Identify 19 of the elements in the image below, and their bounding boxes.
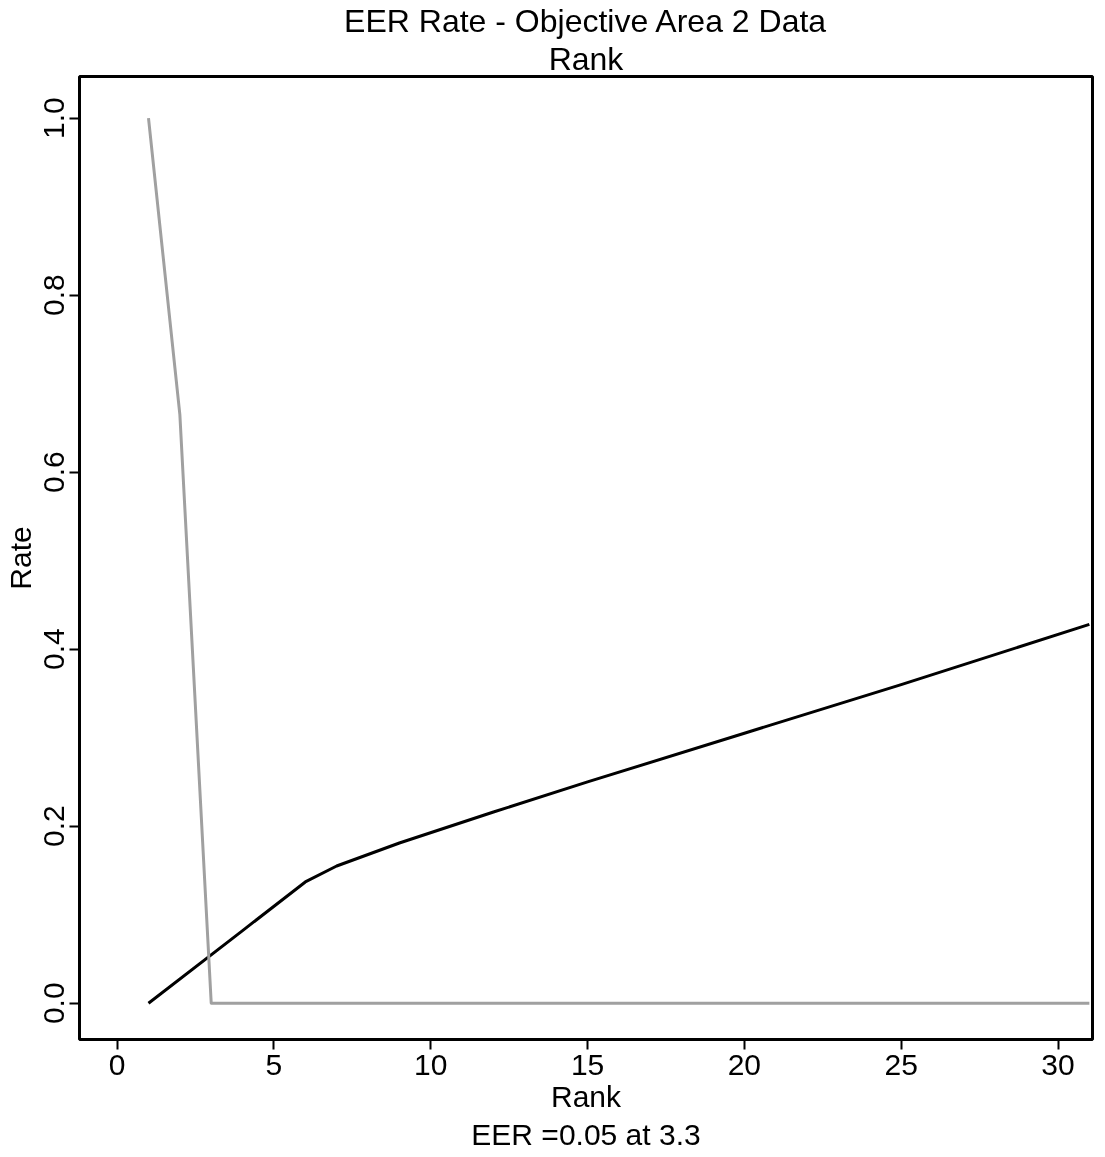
x-tick-label: 30 <box>1041 1047 1075 1081</box>
y-tick-label: 1.0 <box>37 97 71 139</box>
text: EER =0.05 at 3.3 <box>471 1117 701 1151</box>
chart-title: EER Rate - Objective Area 2 Data <box>344 2 827 39</box>
x-tick-label: 5 <box>265 1047 283 1081</box>
y-tick-label: 0.4 <box>37 628 71 671</box>
x-tick-label: 20 <box>727 1047 762 1081</box>
x-tick-label: 10 <box>414 1047 448 1081</box>
y-axis-title: Rate <box>3 526 37 590</box>
y-tick-label: 0.2 <box>37 805 71 848</box>
y-tick-label: 0.8 <box>37 274 71 316</box>
chart-subtitle: Rank <box>548 40 625 77</box>
x-axis-title: Rank <box>550 1079 623 1113</box>
y-tick-label: 0.6 <box>37 451 71 493</box>
x-tick-label: 25 <box>884 1047 918 1081</box>
y-tick-label: 0.0 <box>37 982 71 1025</box>
x-tick-label: 15 <box>570 1047 605 1081</box>
line-series <box>147 622 1091 1005</box>
x-tick-label: 0 <box>108 1047 126 1081</box>
